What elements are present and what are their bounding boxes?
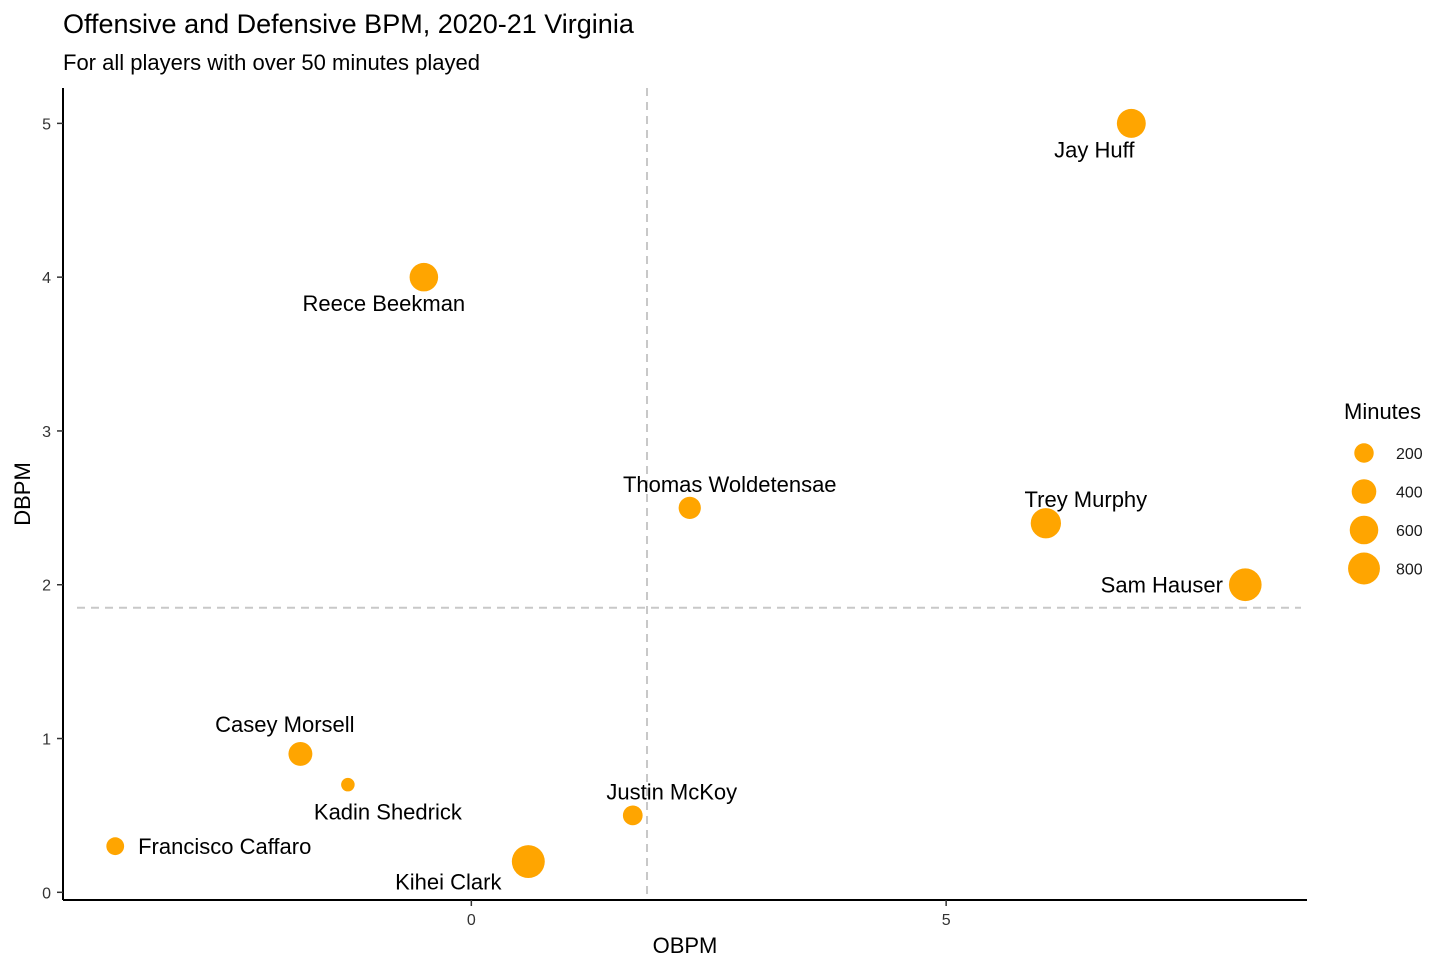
y-tick-label: 2 — [42, 578, 51, 595]
y-axis-title: DBPM — [10, 462, 35, 526]
data-point-reece-beekman — [409, 262, 439, 292]
point-label: Reece Beekman — [303, 291, 466, 316]
legend-key-200 — [1354, 443, 1374, 463]
data-point-kihei-clark — [511, 845, 545, 879]
data-points — [106, 108, 1262, 879]
y-tick-label: 5 — [42, 116, 51, 133]
point-label: Jay Huff — [1054, 137, 1135, 162]
point-label: Trey Murphy — [1025, 487, 1148, 512]
legend-title: Minutes — [1344, 399, 1421, 424]
data-point-trey-murphy — [1030, 508, 1061, 539]
x-tick-label: 0 — [467, 912, 476, 929]
data-point-thomas-woldetensae — [678, 496, 701, 519]
point-label: Thomas Woldetensae — [623, 472, 837, 497]
point-label: Justin McKoy — [606, 779, 737, 804]
y-tick-label: 0 — [42, 885, 51, 902]
y-tick-label: 4 — [42, 270, 51, 287]
legend-label: 600 — [1396, 523, 1423, 540]
legend-label: 200 — [1396, 446, 1423, 463]
point-labels: Jay Huff Reece Beekman Thomas Woldetensae T… — [138, 137, 1223, 894]
point-label: Sam Hauser — [1101, 573, 1223, 598]
data-point-justin-mckoy — [622, 805, 643, 826]
point-label: Casey Morsell — [215, 712, 354, 737]
data-point-sam-hauser — [1228, 568, 1262, 602]
x-tick-label: 5 — [942, 912, 951, 929]
y-tick-label: 3 — [42, 424, 51, 441]
chart-subtitle: For all players with over 50 minutes pla… — [63, 50, 480, 75]
point-label: Francisco Caffaro — [138, 834, 311, 859]
x-axis-title: OBPM — [653, 933, 718, 958]
legend-key-600 — [1349, 515, 1379, 545]
data-point-casey-morsell — [288, 741, 313, 766]
y-tick-label: 1 — [42, 732, 51, 749]
legend-label: 800 — [1396, 562, 1423, 579]
point-label: Kihei Clark — [395, 870, 502, 895]
legend-key-400 — [1351, 479, 1377, 504]
data-point-francisco-caffaro — [106, 837, 125, 856]
reference-lines — [77, 88, 1301, 900]
data-point-jay-huff — [1116, 108, 1146, 138]
point-label: Kadin Shedrick — [314, 799, 463, 824]
size-legend: Minutes 200 400 600 800 — [1344, 399, 1423, 585]
legend-label: 400 — [1396, 485, 1423, 502]
axis-ticks: 0 1 2 3 4 5 0 5 — [42, 116, 951, 929]
chart-title: Offensive and Defensive BPM, 2020-21 Vir… — [63, 9, 635, 39]
data-point-kadin-shedrick — [341, 777, 355, 792]
legend-key-800 — [1348, 552, 1380, 585]
